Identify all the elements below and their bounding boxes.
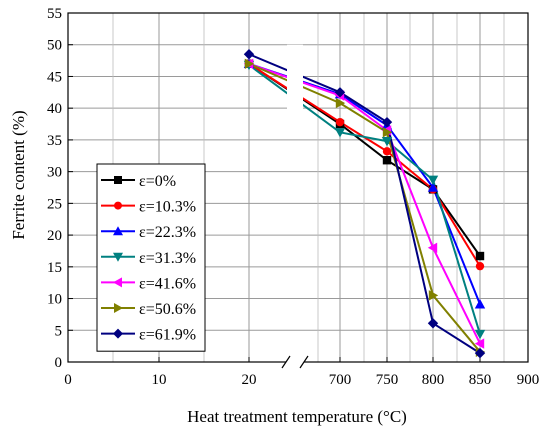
y-tick-label: 25	[47, 196, 62, 212]
legend-label: ε=0%	[139, 173, 176, 190]
legend-marker	[113, 277, 122, 288]
data-point	[243, 49, 255, 60]
series-line	[248, 62, 481, 267]
data-point	[382, 147, 392, 156]
y-tick-label: 30	[47, 165, 62, 181]
x-tick-label: 0	[64, 372, 72, 388]
y-tick-label: 35	[47, 133, 62, 149]
data-point	[474, 329, 486, 340]
y-tick-label: 5	[55, 323, 63, 339]
x-tick-label: 700	[329, 372, 352, 388]
legend-label: ε=61.9%	[139, 327, 196, 344]
y-tick-label: 50	[47, 38, 62, 54]
axis-break-mark	[281, 355, 291, 369]
break-gap-band	[287, 44, 303, 128]
y-tick-label: 55	[47, 6, 62, 22]
axis-break-gap	[286, 356, 304, 368]
x-tick-label: 800	[422, 372, 445, 388]
axis-break-mark	[299, 355, 309, 369]
legend-marker	[113, 328, 123, 339]
x-tick-label: 10	[152, 372, 167, 388]
series-markers	[243, 44, 486, 359]
data-point	[382, 156, 392, 165]
y-tick-label: 10	[47, 292, 62, 308]
legend-marker	[113, 252, 123, 262]
y-tick-label: 40	[47, 101, 62, 117]
legend-label: ε=22.3%	[139, 224, 196, 241]
series-line	[248, 62, 481, 257]
data-point	[474, 347, 486, 359]
legend: ε=0% ε=10.3% ε=22.3% ε=31.3% ε=41.6% ε=50.6% ε…	[96, 163, 206, 352]
data-point	[474, 338, 485, 349]
legend-marker	[114, 303, 123, 313]
data-point	[475, 261, 485, 271]
data-point	[335, 117, 345, 127]
x-tick-label: 850	[469, 372, 492, 388]
series-line	[248, 62, 481, 305]
x-tick-label: 750	[376, 372, 399, 388]
data-point	[427, 182, 439, 192]
y-tick-label: 0	[55, 355, 63, 371]
x-axis-label: Heat treatment temperature (°C)	[187, 407, 407, 426]
data-point	[244, 58, 255, 69]
series-line	[248, 64, 481, 335]
data-point	[474, 299, 486, 309]
legend-marker	[114, 201, 122, 210]
data-point	[334, 87, 346, 98]
legend-label: ε=10.3%	[139, 199, 196, 216]
data-point	[381, 136, 393, 147]
y-tick-label: 45	[47, 69, 62, 85]
legend-label: ε=50.6%	[139, 301, 196, 318]
y-tick-label: 20	[47, 228, 62, 244]
data-point	[427, 318, 439, 329]
data-point	[427, 242, 438, 253]
x-tick-label: 900	[517, 372, 540, 388]
data-point	[381, 116, 393, 128]
legend-marker	[114, 176, 122, 184]
axes: 0 5 10 15 20 25 30 35 40 45 50 55 0 10 20 700 750 800 850 9…	[47, 6, 539, 388]
y-tick-label: 15	[47, 260, 62, 276]
legend-label: ε=31.3%	[139, 250, 196, 267]
data-point	[475, 251, 485, 261]
legend-label: ε=41.6%	[139, 275, 196, 292]
data-point	[334, 128, 346, 138]
data-point	[428, 290, 439, 301]
data-point	[382, 127, 393, 138]
data-point	[335, 97, 346, 109]
y-axis-label: Ferrite content (%)	[9, 110, 28, 239]
data-point	[427, 175, 439, 186]
legend-marker	[113, 226, 123, 236]
x-tick-label: 20	[242, 372, 257, 388]
